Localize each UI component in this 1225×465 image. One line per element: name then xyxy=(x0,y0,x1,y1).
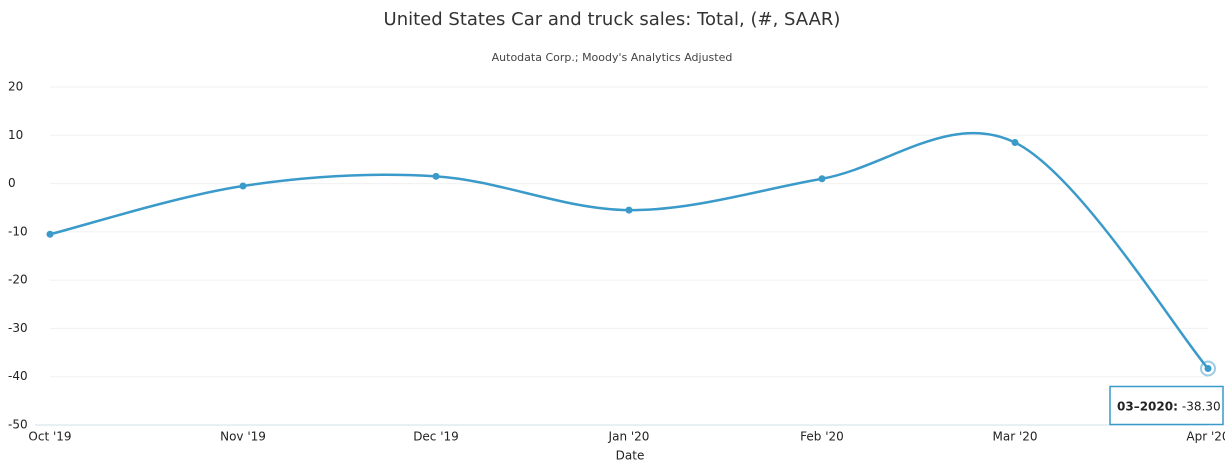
y-tick-label: -20 xyxy=(8,273,28,287)
y-tick-label: 20 xyxy=(8,80,23,94)
chart-title: United States Car and truck sales: Total… xyxy=(384,9,841,30)
tooltip-date: 03–2020: xyxy=(1117,399,1178,413)
x-tick-label: Nov '19 xyxy=(220,430,266,444)
tooltip-value: -38.30 xyxy=(1182,399,1221,413)
y-tick-label: -30 xyxy=(8,321,28,335)
x-tick-label: Jan '20 xyxy=(608,430,650,444)
x-tick-label: Feb '20 xyxy=(800,430,844,444)
point xyxy=(46,230,54,238)
x-tick-label: Dec '19 xyxy=(413,430,459,444)
tooltip-text: 03–2020: -38.30 xyxy=(1117,399,1221,413)
x-tick-label: Apr '20 xyxy=(1186,430,1225,444)
x-tick-label: Oct '19 xyxy=(28,430,71,444)
chart-subtitle: Autodata Corp.; Moody's Analytics Adjust… xyxy=(492,51,733,64)
point xyxy=(818,175,826,183)
y-tick-label: -50 xyxy=(8,418,28,432)
y-tick-label: 10 xyxy=(8,128,23,142)
point xyxy=(625,206,633,214)
y-tick-label: -40 xyxy=(8,369,28,383)
y-tick-label: 0 xyxy=(8,176,16,190)
tooltip-box xyxy=(1109,385,1224,426)
point xyxy=(1011,139,1019,147)
point xyxy=(239,182,247,190)
tooltip: 03–2020: -38.30 xyxy=(1109,385,1224,426)
x-tick-label: Mar '20 xyxy=(992,430,1037,444)
y-tick-label: -10 xyxy=(8,224,28,238)
point xyxy=(1204,365,1212,373)
highlight xyxy=(1200,360,1216,377)
line xyxy=(49,131,1209,370)
point xyxy=(432,172,440,180)
x-axis-label: Date xyxy=(616,449,645,463)
